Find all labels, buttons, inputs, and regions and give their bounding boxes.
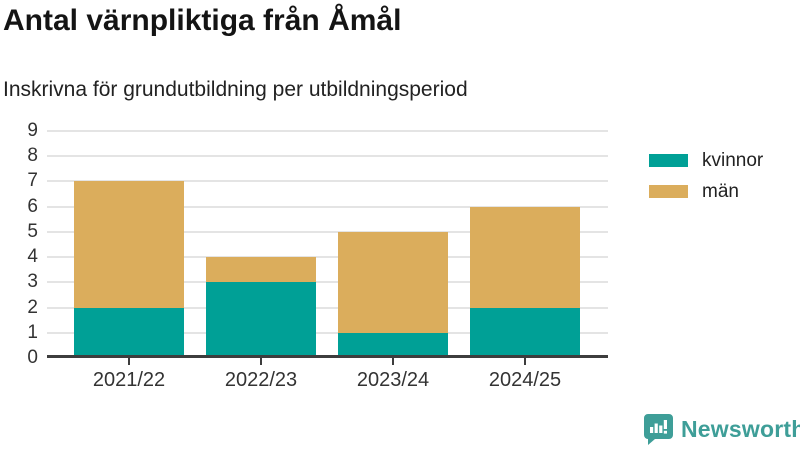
bar-segment-kvinnor [338, 332, 448, 358]
legend-label: kvinnor [702, 150, 764, 171]
y-tick-label-8: 8 [27, 145, 38, 167]
bar-segment-kvinnor [74, 307, 184, 358]
legend-label: män [702, 181, 739, 202]
x-tick [392, 358, 394, 365]
y-axis: 0 1 2 3 4 5 6 7 8 9 [0, 120, 38, 368]
y-tick-label-1: 1 [27, 321, 38, 343]
y-tick-label-3: 3 [27, 271, 38, 293]
plot-area [47, 130, 608, 365]
bar-segment-män [470, 206, 580, 308]
x-axis-labels: 2021/22 2022/23 2023/24 2024/25 [47, 369, 608, 395]
bar-segment-kvinnor [206, 282, 316, 358]
x-axis-line [47, 355, 608, 358]
chart-subtitle: Inskrivna för grundutbildning per utbild… [3, 78, 468, 101]
newsworthy-bubble-icon [644, 414, 673, 445]
newsworthy-logo: Newsworthy [643, 413, 800, 445]
gridline [47, 180, 608, 183]
legend-swatch-kvinnor [649, 154, 688, 167]
y-tick-label-6: 6 [27, 195, 38, 217]
y-tick-label-9: 9 [27, 120, 38, 141]
legend: kvinnor män [649, 151, 763, 213]
x-tick [524, 358, 526, 365]
gridline [47, 205, 608, 208]
chart-title: Antal värnpliktiga från Åmål [3, 4, 402, 37]
gridline [47, 306, 608, 309]
gridline [47, 130, 608, 132]
bar-segment-män [206, 257, 316, 283]
x-tick-label-2021/22: 2021/22 [92, 369, 166, 391]
gridline [47, 230, 608, 233]
y-tick-label-4: 4 [27, 246, 38, 268]
bar-2022/23 [206, 257, 316, 358]
gridline [47, 281, 608, 284]
legend-swatch-män [649, 185, 688, 198]
bar-2023/24 [338, 231, 448, 358]
x-tick-label-2024/25: 2024/25 [488, 369, 562, 391]
legend-item-män: män [649, 182, 763, 201]
x-tick [128, 358, 130, 365]
bar-segment-män [74, 181, 184, 308]
x-tick-label-2022/23: 2022/23 [224, 369, 298, 391]
y-tick-label-0: 0 [27, 347, 38, 368]
gridline [47, 256, 608, 259]
bar-2021/22 [74, 181, 184, 358]
bar-segment-kvinnor [470, 307, 580, 358]
gridline [47, 331, 608, 334]
x-tick [260, 358, 262, 365]
legend-item-kvinnor: kvinnor [649, 151, 763, 170]
bars-group [47, 131, 608, 358]
y-tick-label-7: 7 [27, 170, 38, 192]
gridline [47, 155, 608, 158]
x-tick-label-2023/24: 2023/24 [356, 369, 430, 391]
newsworthy-wordmark: Newsworthy [681, 415, 800, 442]
y-tick-label-2: 2 [27, 296, 38, 318]
bar-2024/25 [470, 206, 580, 358]
y-tick-label-5: 5 [27, 220, 38, 242]
bar-segment-män [338, 231, 448, 333]
